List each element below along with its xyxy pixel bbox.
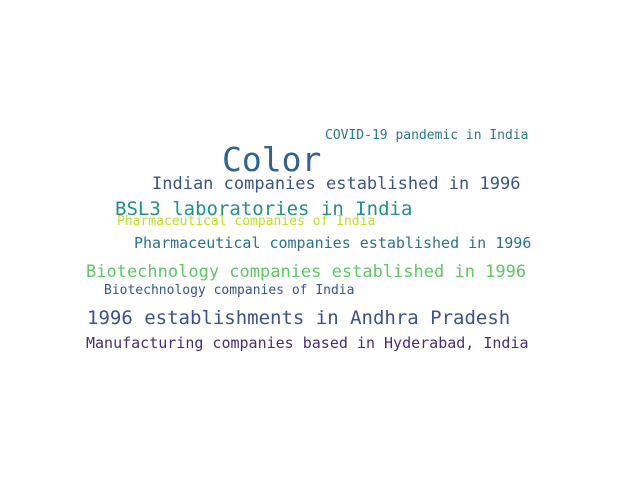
word-color: Color [222,140,322,179]
word-pharma-companies-1996: Pharmaceutical companies established in … [134,234,532,252]
word-1996-establishments: 1996 establishments in Andhra Pradesh [87,307,511,329]
word-covid-pandemic: COVID-19 pandemic in India [325,128,529,143]
word-biotech-companies-1996: Biotechnology companies established in 1… [86,262,527,282]
word-manufacturing-hyderabad: Manufacturing companies based in Hyderab… [86,334,529,352]
word-pharma-companies-india: Pharmaceutical companies of India [117,214,376,229]
word-biotech-companies-india: Biotechnology companies of India [104,283,355,298]
word-indian-companies-1996: Indian companies established in 1996 [152,174,521,194]
word-bsl3-laboratories: BSL3 laboratories in India [115,198,413,220]
